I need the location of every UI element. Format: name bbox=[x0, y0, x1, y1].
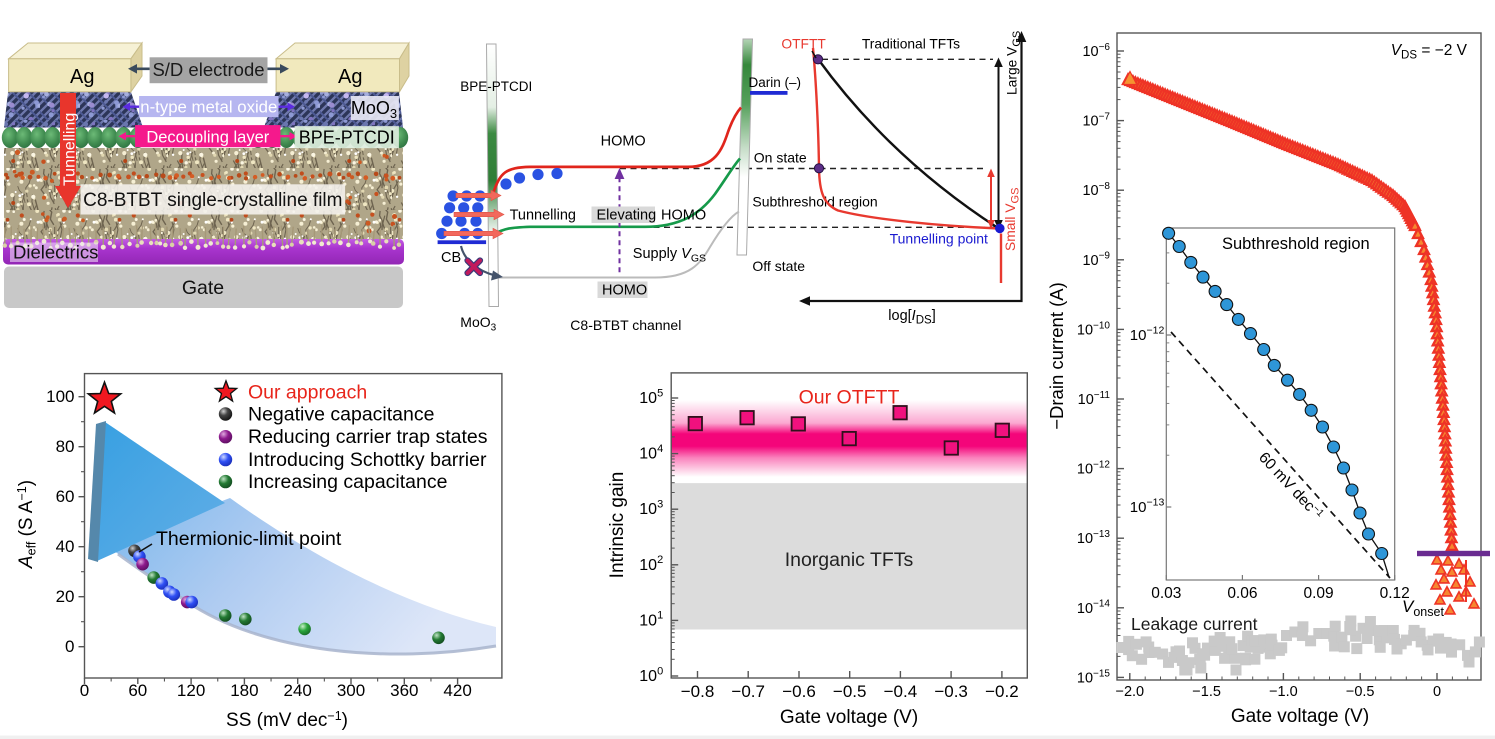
svg-text:Subthreshold region: Subthreshold region bbox=[1222, 235, 1370, 253]
svg-text:Thermionic-limit point: Thermionic-limit point bbox=[156, 528, 342, 550]
svg-text:SS (mV dec−1): SS (mV dec−1) bbox=[226, 709, 348, 731]
svg-text:MoO3: MoO3 bbox=[460, 314, 496, 334]
svg-text:Supply VGS: Supply VGS bbox=[633, 246, 706, 265]
svg-text:Darin (–): Darin (–) bbox=[749, 75, 802, 90]
svg-text:60: 60 bbox=[128, 681, 147, 700]
svg-text:Ag: Ag bbox=[338, 66, 362, 88]
svg-text:HOMO: HOMO bbox=[661, 207, 706, 223]
svg-text:360: 360 bbox=[390, 681, 418, 700]
svg-text:−2.0: −2.0 bbox=[1115, 684, 1144, 700]
svg-text:Our OTFTT: Our OTFTT bbox=[799, 387, 900, 409]
svg-text:−0.2: −0.2 bbox=[985, 682, 1019, 701]
svg-text:Leakage current: Leakage current bbox=[1131, 614, 1258, 634]
svg-text:Gate voltage (V): Gate voltage (V) bbox=[1231, 706, 1369, 727]
svg-text:OTFTT: OTFTT bbox=[781, 37, 826, 52]
svg-text:HOMO: HOMO bbox=[601, 134, 646, 150]
svg-text:Gate: Gate bbox=[182, 277, 224, 299]
svg-text:CB: CB bbox=[441, 250, 461, 266]
svg-text:−1.0: −1.0 bbox=[1269, 684, 1298, 700]
svg-text:Decoupling layer: Decoupling layer bbox=[146, 128, 269, 146]
svg-text:100: 100 bbox=[46, 387, 74, 406]
svg-text:n-type metal oxide: n-type metal oxide bbox=[140, 98, 277, 117]
svg-text:0: 0 bbox=[1433, 684, 1441, 700]
svg-text:420: 420 bbox=[443, 681, 471, 700]
svg-text:0.03: 0.03 bbox=[1151, 585, 1181, 602]
svg-text:VDS = −2 V: VDS = −2 V bbox=[1391, 42, 1468, 62]
svg-text:40: 40 bbox=[56, 537, 75, 556]
svg-text:Negative capacitance: Negative capacitance bbox=[248, 404, 434, 426]
svg-text:Gate voltage (V): Gate voltage (V) bbox=[780, 707, 918, 728]
svg-text:240: 240 bbox=[284, 681, 312, 700]
svg-text:Dielectrics: Dielectrics bbox=[13, 242, 98, 263]
svg-text:−0.8: −0.8 bbox=[681, 682, 715, 701]
svg-text:Ag: Ag bbox=[70, 66, 94, 88]
svg-text:180: 180 bbox=[230, 681, 258, 700]
svg-text:−0.3: −0.3 bbox=[934, 682, 968, 701]
svg-text:300: 300 bbox=[337, 681, 365, 700]
svg-text:BPE-PTCDI: BPE-PTCDI bbox=[299, 127, 395, 147]
svg-text:Increasing capacitance: Increasing capacitance bbox=[248, 471, 447, 493]
svg-text:Reducing carrier trap states: Reducing carrier trap states bbox=[248, 426, 488, 448]
svg-text:Subthreshold region: Subthreshold region bbox=[752, 194, 877, 210]
svg-text:−0.7: −0.7 bbox=[731, 682, 765, 701]
svg-text:−1.5: −1.5 bbox=[1192, 684, 1221, 700]
svg-text:Tunnelling: Tunnelling bbox=[62, 113, 79, 186]
svg-text:Off state: Off state bbox=[752, 258, 805, 274]
svg-text:Inorganic TFTs: Inorganic TFTs bbox=[785, 549, 914, 571]
svg-text:−0.6: −0.6 bbox=[782, 682, 816, 701]
svg-text:Vonset: Vonset bbox=[1402, 597, 1444, 619]
svg-text:−0.5: −0.5 bbox=[833, 682, 867, 701]
svg-text:120: 120 bbox=[177, 681, 205, 700]
svg-text:MoO3: MoO3 bbox=[351, 98, 397, 121]
svg-text:Introducing Schottky barrier: Introducing Schottky barrier bbox=[248, 449, 487, 471]
svg-text:20: 20 bbox=[56, 587, 75, 606]
svg-text:0: 0 bbox=[80, 681, 89, 700]
svg-text:−0.4: −0.4 bbox=[884, 682, 918, 701]
svg-text:0: 0 bbox=[65, 637, 74, 656]
svg-text:Elevating: Elevating bbox=[597, 207, 657, 223]
svg-text:60: 60 bbox=[56, 487, 75, 506]
svg-text:On state: On state bbox=[754, 150, 807, 166]
svg-text:S/D electrode: S/D electrode bbox=[152, 59, 264, 80]
svg-text:Our approach: Our approach bbox=[248, 382, 367, 404]
svg-text:0.06: 0.06 bbox=[1227, 585, 1257, 602]
svg-text:Aeff (S A−1): Aeff (S A−1) bbox=[15, 480, 39, 569]
svg-text:0.09: 0.09 bbox=[1304, 585, 1334, 602]
svg-text:Traditional TFTs: Traditional TFTs bbox=[862, 37, 960, 52]
svg-text:C8-BTBT single-crystalline fil: C8-BTBT single-crystalline film bbox=[83, 190, 342, 211]
svg-text:Tunnelling: Tunnelling bbox=[510, 208, 576, 224]
svg-text:−0.5: −0.5 bbox=[1346, 684, 1375, 700]
svg-text:−Drain current (A): −Drain current (A) bbox=[1046, 282, 1067, 430]
svg-text:C8-BTBT channel: C8-BTBT channel bbox=[570, 317, 681, 333]
svg-text:Intrinsic gain: Intrinsic gain bbox=[607, 472, 628, 579]
svg-text:HOMO: HOMO bbox=[602, 282, 647, 298]
svg-text:0.12: 0.12 bbox=[1380, 585, 1410, 602]
svg-text:Large VGS: Large VGS bbox=[1005, 31, 1024, 95]
svg-text:Tunnelling point: Tunnelling point bbox=[890, 231, 988, 247]
svg-text:BPE-PTCDI: BPE-PTCDI bbox=[460, 79, 532, 94]
svg-text:80: 80 bbox=[56, 437, 75, 456]
